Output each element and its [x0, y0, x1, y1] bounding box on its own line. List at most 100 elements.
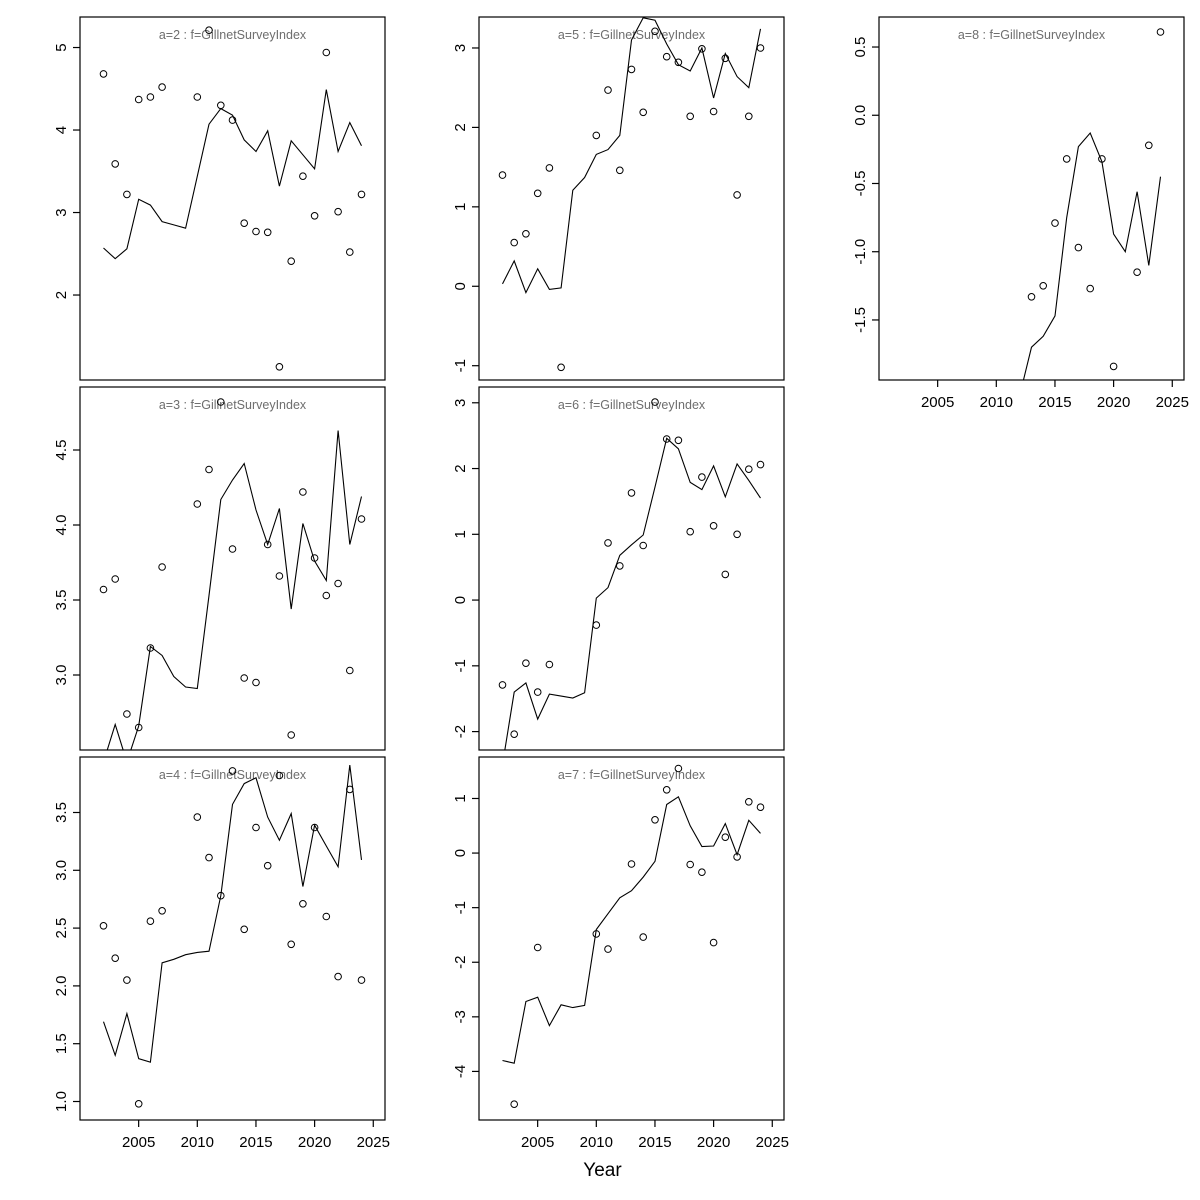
data-point	[510, 730, 519, 739]
data-point	[709, 938, 718, 947]
y-tick-label: 2	[53, 291, 70, 299]
data-point	[1051, 219, 1059, 227]
panel-a6: a=6 : f=GillnetSurveyIndex -2 -1 0 1 2 3	[452, 386, 785, 751]
panel-title: a=5 : f=GillnetSurveyIndex	[558, 28, 706, 42]
y-tick-label: 1.0	[53, 1091, 70, 1112]
y-tick-label: -2	[452, 956, 469, 969]
data-point	[721, 833, 730, 842]
x-tick-label: 2025	[756, 1134, 789, 1151]
data-point	[756, 803, 765, 812]
y-tick-label: -1.5	[852, 307, 869, 333]
data-point	[217, 101, 225, 110]
data-point	[346, 666, 354, 675]
y-tick-label: -1	[452, 659, 469, 672]
data-point	[111, 160, 119, 168]
data-point	[240, 674, 248, 682]
data-point	[252, 678, 260, 687]
x-tick-label: 2015	[1038, 394, 1071, 411]
data-point	[592, 621, 601, 629]
data-point	[733, 853, 741, 861]
data-point	[1074, 243, 1083, 252]
data-point	[604, 945, 612, 953]
data-point	[111, 954, 119, 963]
data-point	[662, 435, 671, 443]
panel-a3: a=3 : f=GillnetSurveyIndex 3.0 3.5 4.0 4.5	[53, 386, 386, 751]
data-point	[134, 723, 143, 732]
data-point	[252, 227, 260, 236]
y-tick-label: 0	[452, 849, 469, 857]
data-point	[1098, 155, 1106, 163]
data-point	[1062, 155, 1071, 163]
data-point	[698, 45, 706, 53]
y-tick-label: -4	[452, 1065, 469, 1078]
x-tick-label: 2015	[638, 1134, 671, 1151]
data-point	[322, 912, 331, 921]
data-point	[1109, 362, 1118, 371]
data-point	[698, 473, 706, 481]
y-tick-label: 2.0	[53, 975, 70, 996]
observed-points	[498, 398, 765, 739]
data-point	[346, 248, 354, 256]
y-tick-label: 3	[452, 44, 469, 52]
data-point	[193, 500, 202, 508]
data-point	[616, 166, 624, 175]
x-tick-label: 2015	[239, 1134, 272, 1151]
panel-a4: a=4 : f=GillnetSurveyIndex 1.0 1.5 2.0 2.5 3.…	[53, 756, 390, 1151]
data-point	[662, 52, 671, 61]
observed-points	[99, 398, 366, 739]
data-point	[604, 86, 612, 94]
fitted-line	[504, 437, 761, 750]
data-point	[557, 363, 565, 372]
data-point	[651, 27, 659, 36]
data-point	[745, 112, 753, 121]
data-point	[310, 823, 319, 832]
data-point	[592, 131, 601, 140]
panel-title: a=3 : f=GillnetSurveyIndex	[159, 398, 307, 412]
data-point	[134, 95, 143, 104]
data-point	[357, 515, 366, 523]
y-tick-label: 3	[452, 399, 469, 407]
data-point	[99, 70, 108, 78]
panel-a5: a=5 : f=GillnetSurveyIndex -1 0 1 2 3	[452, 16, 785, 381]
x-tick-label: 2020	[697, 1134, 730, 1151]
data-point	[616, 562, 624, 570]
data-point	[205, 26, 213, 35]
y-tick-label: 2	[452, 123, 469, 131]
observed-points	[498, 27, 765, 372]
data-point	[674, 58, 683, 67]
panel-title: a=2 : f=GillnetSurveyIndex	[159, 28, 307, 42]
fitted-line	[1022, 131, 1162, 380]
y-tick-label: 0	[452, 282, 469, 290]
data-point	[545, 164, 554, 172]
y-tick-label: -1	[452, 359, 469, 372]
data-point	[158, 563, 166, 571]
data-point	[721, 570, 730, 579]
data-point	[299, 488, 307, 496]
data-point	[756, 44, 765, 52]
y-tick-label: -1	[452, 901, 469, 914]
data-point	[745, 465, 753, 474]
data-point	[639, 933, 648, 941]
data-point	[228, 545, 237, 553]
y-tick-label: 4	[53, 126, 70, 134]
data-point	[193, 93, 202, 101]
x-tick-label: 2005	[122, 1134, 155, 1151]
data-point	[674, 764, 683, 773]
data-point	[123, 710, 131, 718]
x-tick-label: 2010	[580, 1134, 613, 1151]
data-point	[639, 541, 648, 550]
data-point	[299, 900, 307, 908]
data-point	[205, 465, 213, 474]
y-tick-label: -1.0	[852, 239, 869, 265]
data-point	[205, 853, 213, 862]
data-point	[322, 48, 331, 57]
data-point	[146, 917, 155, 926]
data-point	[322, 591, 331, 600]
fitted-line	[502, 795, 761, 1064]
panel-title: a=8 : f=GillnetSurveyIndex	[958, 28, 1106, 42]
observed-points	[99, 767, 366, 1108]
data-point	[275, 363, 284, 371]
panel-border	[478, 16, 785, 381]
